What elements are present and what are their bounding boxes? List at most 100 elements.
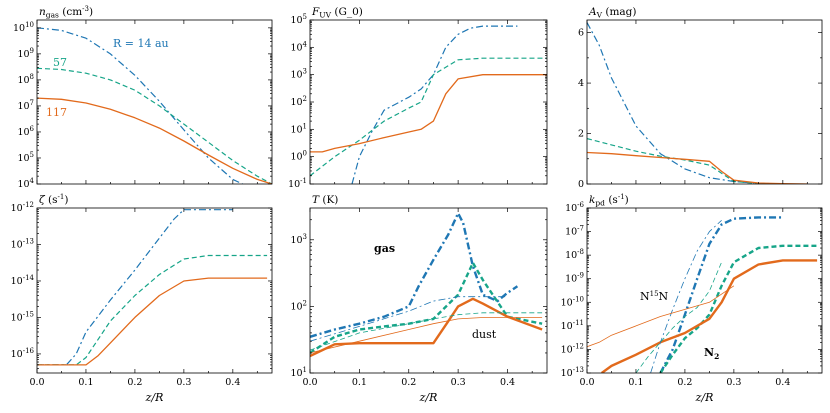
label-r14: R = 14 au bbox=[113, 37, 169, 50]
y-tick-label: 105 bbox=[17, 151, 34, 164]
series-line bbox=[635, 262, 722, 373]
label-n15n: N15N bbox=[640, 290, 669, 303]
series-line bbox=[310, 74, 547, 153]
panel-title: AV (mag) bbox=[588, 6, 637, 20]
y-tick-label: 1010 bbox=[13, 21, 34, 34]
x-tick-label: 0.3 bbox=[176, 377, 191, 388]
y-tick-label: 103 bbox=[290, 68, 307, 81]
x-tick-label: 0.1 bbox=[628, 377, 643, 388]
y-tick-label: 10-11 bbox=[561, 319, 584, 332]
y-tick-label: 106 bbox=[17, 125, 34, 138]
y-tick-label: 2 bbox=[578, 129, 584, 140]
y-tick-label: 10-12 bbox=[561, 342, 584, 355]
y-tick-label: 10-8 bbox=[565, 248, 584, 261]
series-line bbox=[37, 277, 268, 366]
x-tick-label: 0.0 bbox=[579, 377, 594, 388]
series-line bbox=[37, 27, 243, 184]
plot-frame bbox=[586, 19, 823, 185]
y-tick-label: 10-12 bbox=[11, 201, 34, 214]
x-axis-label: z/R bbox=[145, 391, 164, 404]
x-axis-label: z/R bbox=[695, 391, 714, 404]
x-tick-label: 0.2 bbox=[677, 377, 692, 388]
x-tick-label: 0.3 bbox=[726, 377, 741, 388]
y-tick-label: 104 bbox=[17, 177, 34, 190]
x-axis-label: z/R bbox=[419, 391, 438, 404]
label-gas: gas bbox=[374, 242, 395, 255]
y-tick-label: 10-13 bbox=[561, 366, 584, 379]
series-line bbox=[587, 151, 808, 184]
y-tick-label: 10-7 bbox=[565, 225, 584, 238]
series-line bbox=[37, 97, 272, 184]
series-line bbox=[37, 209, 233, 366]
label-r57: 57 bbox=[53, 56, 67, 69]
panel-1: 10-1 100 101 102 103 104 105 FUV (G_0) bbox=[288, 6, 548, 190]
series-line bbox=[310, 212, 519, 338]
label-dust: dust bbox=[472, 328, 497, 341]
plot-frame bbox=[36, 19, 273, 185]
y-tick-label: 4 bbox=[578, 78, 584, 89]
x-tick-label: 0.1 bbox=[352, 377, 367, 388]
panel-3: 0.0 0.1 0.2 0.3 0.4 10-16 10-15 10-14 10-13 10-12… bbox=[11, 193, 273, 404]
y-tick-label: 102 bbox=[290, 299, 307, 312]
y-tick-label: 6 bbox=[578, 28, 584, 39]
y-tick-label: 107 bbox=[17, 99, 34, 112]
y-tick-label: 102 bbox=[290, 95, 307, 108]
x-tick-label: 0.4 bbox=[775, 377, 790, 388]
y-tick-label: 0 bbox=[578, 179, 584, 190]
y-tick-label: 103 bbox=[290, 233, 307, 246]
y-tick-label: 100 bbox=[290, 150, 307, 163]
plot-frame bbox=[586, 207, 823, 374]
series-line bbox=[310, 317, 543, 354]
series-line bbox=[37, 67, 272, 184]
label-n2: N2 bbox=[704, 346, 719, 361]
plot-frame bbox=[36, 207, 273, 374]
panel-5: 0.0 0.1 0.2 0.3 0.4 10-13 10-12 10-11 10-10 10-9 1… bbox=[561, 193, 823, 404]
series-line bbox=[600, 259, 818, 373]
plot-frame bbox=[309, 207, 548, 374]
y-tick-label: 10-16 bbox=[11, 347, 35, 360]
y-tick-label: 101 bbox=[290, 366, 307, 379]
panel-4: 0.0 0.1 0.2 0.3 0.4 101 102 103 T (K) z/R bbox=[290, 194, 548, 404]
label-r117: 117 bbox=[46, 106, 67, 119]
y-tick-label: 108 bbox=[17, 73, 34, 86]
y-tick-label: 10-9 bbox=[565, 272, 584, 285]
y-tick-label: 10-14 bbox=[11, 274, 35, 287]
plot-frame bbox=[309, 19, 548, 185]
series-line bbox=[310, 312, 543, 351]
x-tick-label: 0.0 bbox=[29, 377, 44, 388]
y-tick-label: 10-13 bbox=[11, 237, 34, 250]
series-line bbox=[351, 25, 518, 184]
x-tick-label: 0.4 bbox=[500, 377, 515, 388]
y-tick-label: 10-1 bbox=[288, 177, 307, 190]
series-line bbox=[659, 216, 783, 373]
panel-0: 104 105 106 107 108 109 1010 ngas (cm-3) bbox=[13, 5, 273, 190]
series-line bbox=[310, 297, 543, 358]
series-line bbox=[587, 22, 783, 184]
panel-title: ζ (s-1) bbox=[39, 193, 68, 206]
y-tick-label: 10-10 bbox=[561, 295, 584, 308]
series-line bbox=[587, 285, 735, 348]
y-tick-label: 105 bbox=[290, 13, 307, 26]
y-tick-label: 10-15 bbox=[11, 310, 34, 323]
y-tick-label: 104 bbox=[290, 40, 307, 53]
x-tick-label: 0.0 bbox=[302, 377, 317, 388]
panel-title: T (K) bbox=[312, 194, 338, 206]
series-line bbox=[310, 296, 508, 342]
y-tick-label: 101 bbox=[290, 122, 307, 135]
series-line bbox=[650, 220, 722, 373]
x-tick-label: 0.2 bbox=[127, 377, 142, 388]
x-tick-label: 0.4 bbox=[225, 377, 240, 388]
x-tick-label: 0.3 bbox=[451, 377, 466, 388]
series-line bbox=[587, 138, 783, 184]
panel-title: kpd (s-1) bbox=[589, 193, 629, 208]
series-line bbox=[310, 261, 543, 354]
panel-title: FUV (G_0) bbox=[311, 6, 363, 20]
series-line bbox=[310, 57, 547, 177]
y-tick-label: 10-6 bbox=[565, 201, 584, 214]
panel-2: 0 2 4 6 AV (mag) bbox=[578, 6, 823, 190]
y-tick-label: 109 bbox=[17, 47, 34, 60]
series-line bbox=[37, 254, 268, 366]
series-line bbox=[659, 244, 818, 373]
panel-title: ngas (cm-3) bbox=[39, 5, 93, 20]
